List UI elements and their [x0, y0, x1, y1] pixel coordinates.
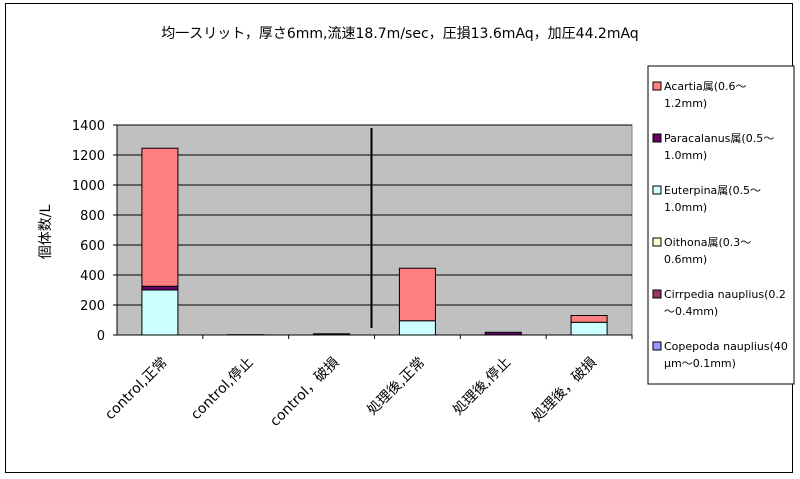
bar-segment [398, 320, 436, 336]
legend: Acartia属(0.6～ 1.2mm) Paracalanus属(0.5～ 1.0m… [647, 65, 795, 385]
legend-box [647, 65, 795, 385]
bar-segment [313, 333, 351, 336]
legend-entry: 1.0mm) [664, 201, 707, 214]
x-tick-label: control,正常 [102, 355, 171, 424]
y-tick-label: 400 [80, 269, 105, 284]
legend-entry: Cirrpedia nauplius(0.2 [664, 288, 786, 301]
legend-entry: ～0.4mm) [664, 305, 718, 318]
bar-segment [484, 331, 522, 336]
y-tick-label: 1000 [72, 179, 105, 194]
x-tick-label: 処理後，破損 [529, 355, 600, 426]
legend-entry: Copepoda nauplius(40 [664, 340, 788, 353]
legend-entry: Euterpina属(0.5～ [664, 184, 761, 197]
legend-swatch [652, 289, 662, 299]
x-tick-label: 処理後,正常 [364, 355, 428, 419]
legend-entry: Oithona属(0.3～ [664, 236, 751, 249]
bar-segment [141, 285, 179, 291]
plot-background [116, 124, 633, 336]
x-tick-label: control,停止 [187, 354, 256, 423]
y-tick-label: 0 [97, 329, 105, 344]
legend-entry: Paracalanus属(0.5～ [664, 132, 774, 145]
legend-swatch [652, 185, 662, 195]
x-tick-label: 処理後,停止 [449, 354, 514, 419]
y-tick-label: 200 [80, 299, 105, 314]
legend-entry: Acartia属(0.6～ [664, 80, 747, 93]
legend-swatch [652, 237, 662, 247]
legend-entry: μm～0.1mm) [664, 357, 736, 370]
legend-entry: 0.6mm) [664, 253, 707, 266]
legend-swatch [652, 341, 662, 351]
legend-swatch [652, 81, 662, 91]
legend-entry: 1.0mm) [664, 149, 707, 162]
bar-segment [570, 321, 608, 336]
legend-swatch [652, 133, 662, 143]
bar-segment [398, 267, 436, 322]
y-tick-label: 600 [80, 239, 105, 254]
x-tick-label: control，破損 [267, 355, 342, 430]
y-tick-label: 1400 [72, 119, 105, 134]
y-axis-label: 個体数/L [38, 205, 54, 260]
bar-segment [141, 289, 179, 336]
bar-segment [570, 315, 608, 323]
chart-title: 均一スリット，厚さ6mm,流速18.7m/sec，圧損13.6mAq，加圧44.… [161, 26, 638, 42]
y-tick-label: 800 [80, 209, 105, 224]
legend-entry: 1.2mm) [664, 97, 707, 110]
y-tick-label: 1200 [72, 149, 105, 164]
bar-segment [141, 147, 179, 287]
